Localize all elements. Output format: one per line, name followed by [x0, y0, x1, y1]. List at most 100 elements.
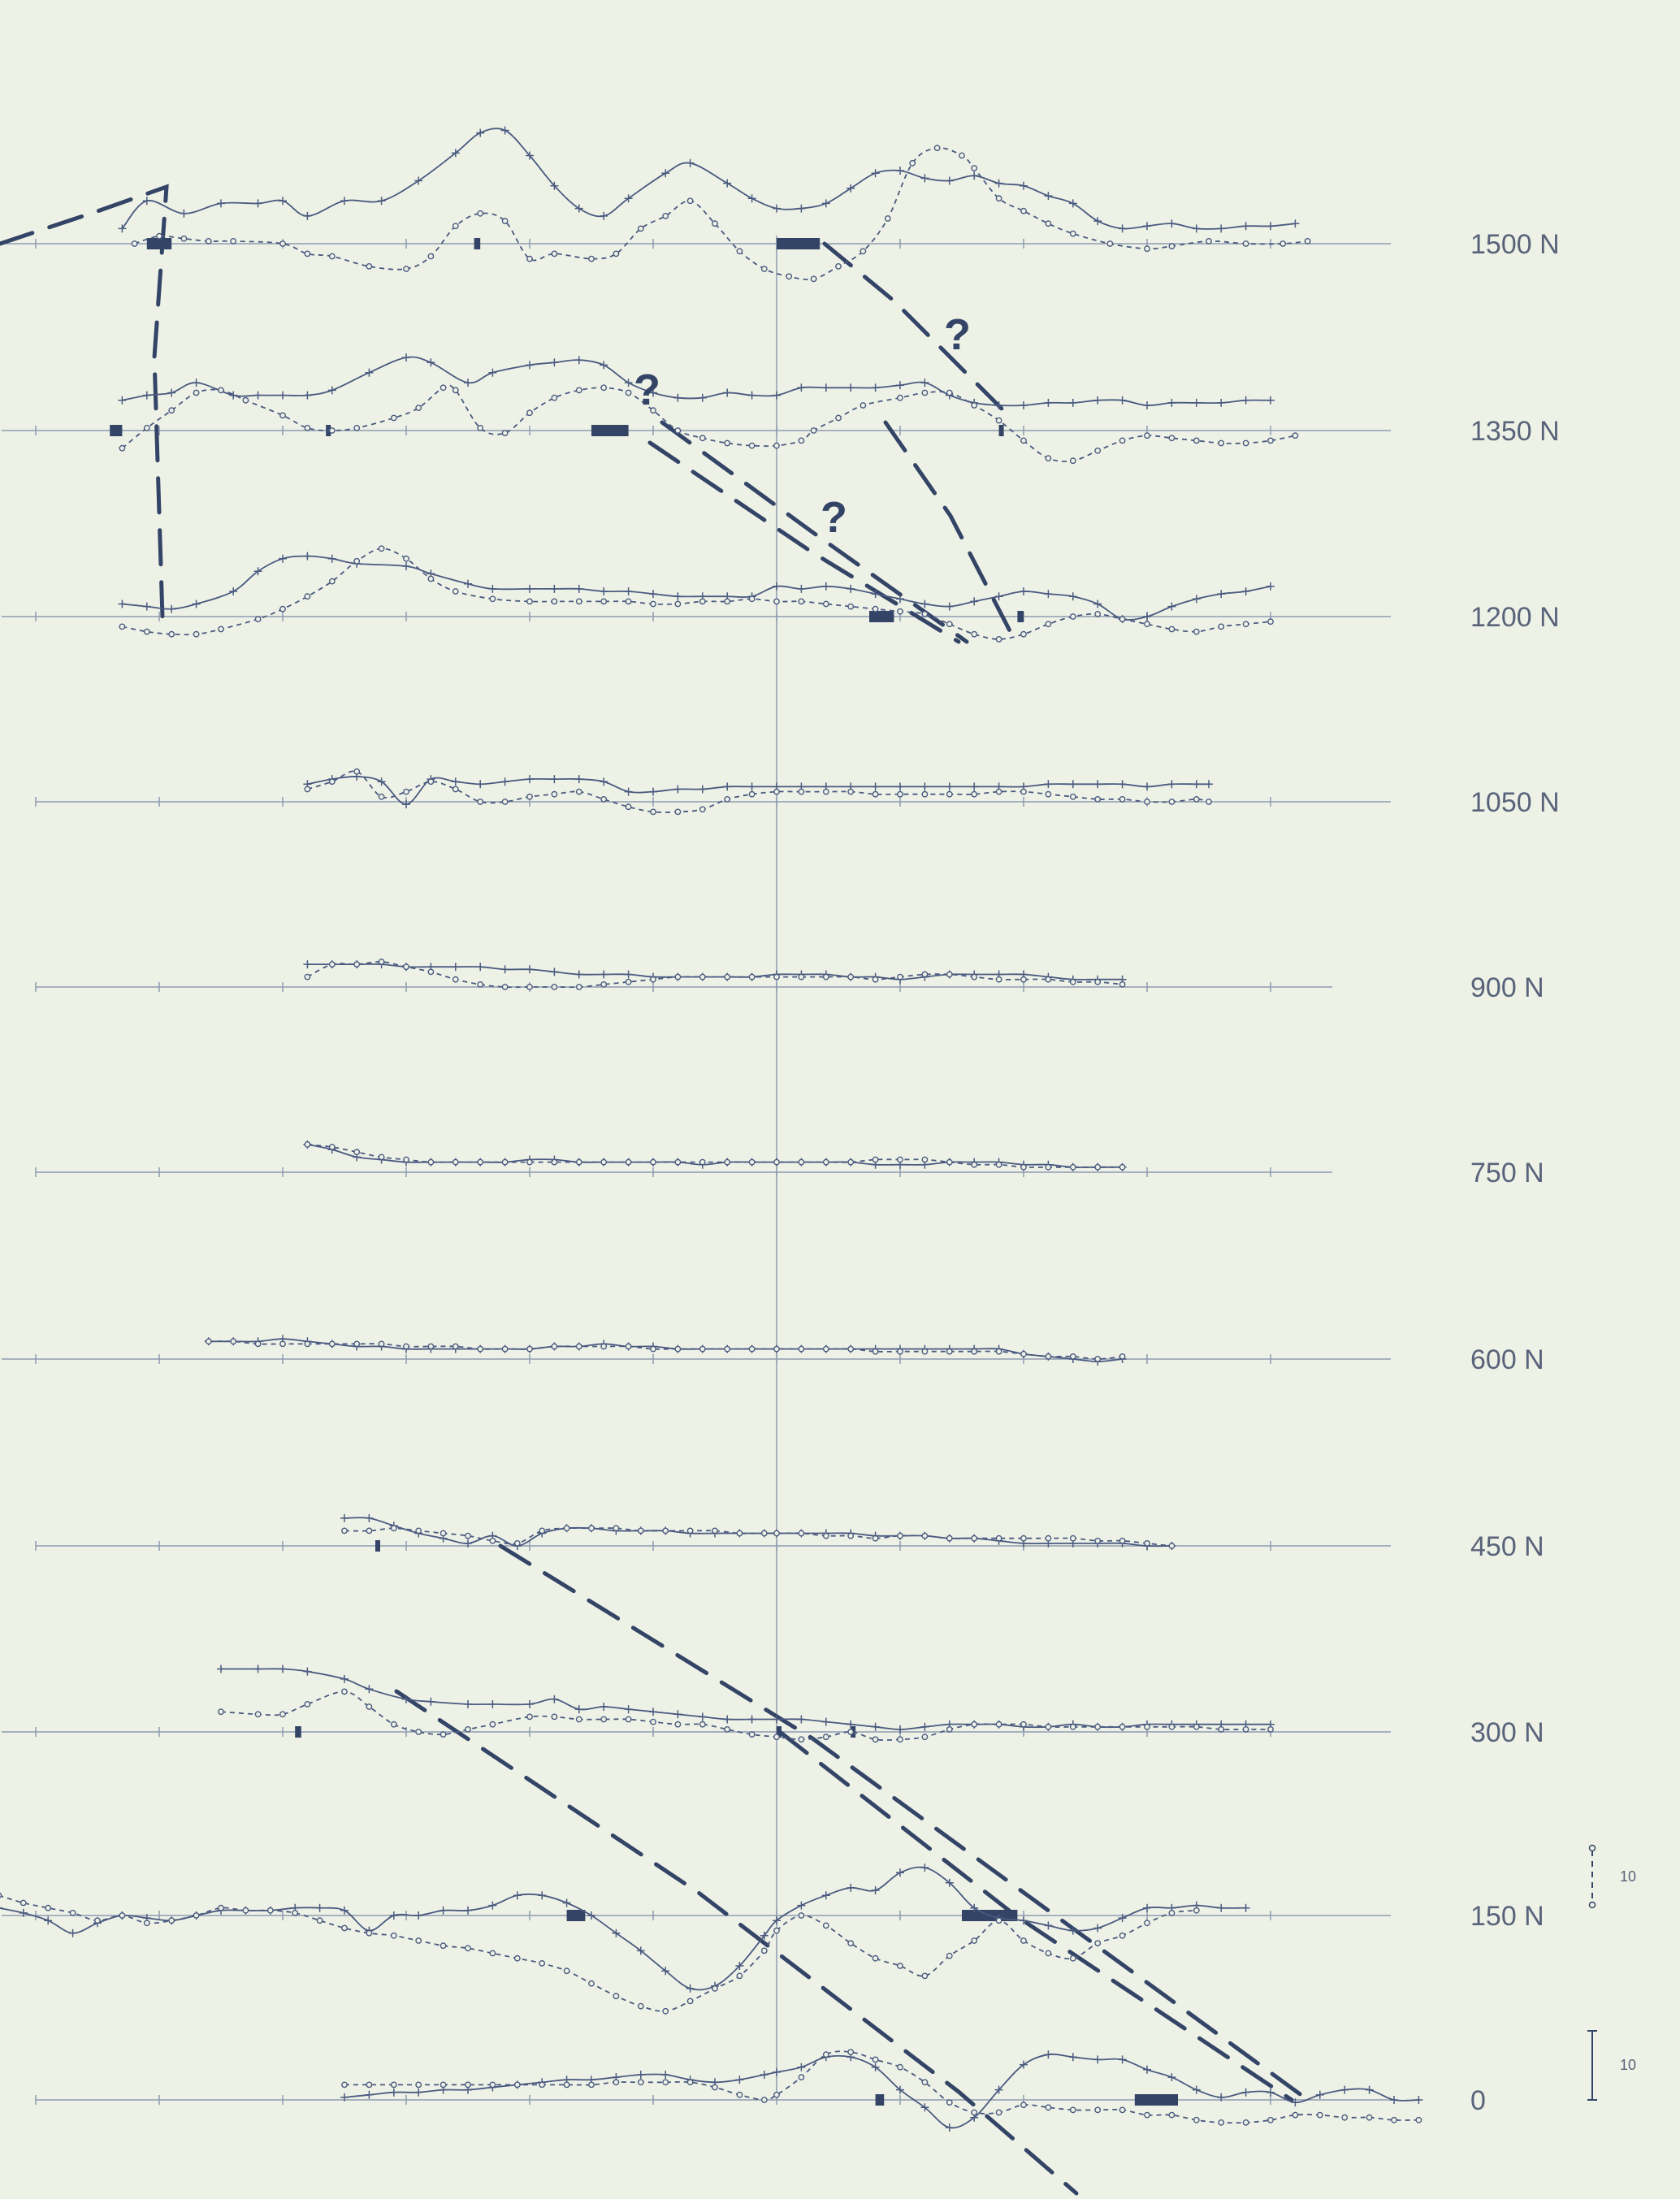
- circle-marker: [946, 1348, 953, 1355]
- cross-marker: [1068, 398, 1077, 407]
- cross-marker: [994, 401, 1003, 409]
- circle-marker: [995, 976, 1002, 983]
- circle-marker: [242, 1907, 249, 1914]
- circle-marker: [1119, 796, 1126, 803]
- circle-marker: [1193, 1723, 1200, 1730]
- circle-marker: [650, 1718, 656, 1725]
- cross-marker: [649, 388, 657, 397]
- circle-marker: [1045, 1353, 1052, 1360]
- circle-marker: [551, 1713, 558, 1721]
- cross-marker: [414, 2088, 423, 2097]
- cross-marker: [562, 1898, 571, 1907]
- circle-marker: [897, 608, 903, 615]
- cross-marker: [1118, 2055, 1127, 2064]
- circle-marker: [946, 971, 953, 978]
- circle-marker: [575, 1343, 582, 1350]
- circle-marker: [872, 790, 879, 798]
- circle-marker: [1045, 1163, 1052, 1171]
- cross-marker: [1068, 780, 1077, 789]
- circle-marker: [551, 1158, 558, 1166]
- cross-marker: [476, 128, 485, 137]
- circle-marker: [625, 803, 632, 811]
- circle-marker: [403, 1156, 409, 1163]
- circle-marker: [403, 788, 409, 795]
- circle-marker: [625, 1158, 632, 1166]
- line-label: 750 N: [1470, 1158, 1544, 1188]
- cross-marker: [550, 584, 559, 593]
- circle-marker: [798, 1345, 805, 1353]
- cross-marker: [945, 1878, 954, 1887]
- cross-marker: [994, 2085, 1003, 2094]
- cross-marker: [1192, 2085, 1201, 2094]
- cross-marker: [1315, 2090, 1324, 2099]
- circle-marker: [1415, 2116, 1422, 2123]
- cross-marker: [1266, 396, 1275, 405]
- circle-marker: [588, 2081, 595, 2089]
- cross-marker: [1143, 401, 1151, 409]
- circle-marker: [304, 786, 311, 793]
- circle-marker: [1119, 1537, 1126, 1544]
- circle-marker: [662, 2079, 669, 2086]
- circle-marker: [316, 1917, 323, 1924]
- cross-marker: [1241, 222, 1250, 231]
- circle-marker: [724, 796, 731, 803]
- cross-marker: [365, 368, 374, 377]
- circle-marker: [995, 1721, 1002, 1728]
- cross-marker: [464, 1539, 472, 1548]
- circle-marker: [773, 1734, 780, 1741]
- circle-marker: [847, 1729, 855, 1735]
- circle-marker: [94, 1917, 101, 1924]
- cross-marker: [624, 1705, 633, 1714]
- cross-marker: [1340, 2085, 1349, 2094]
- circle-marker: [341, 1688, 348, 1695]
- circle-marker: [1069, 230, 1076, 237]
- circle-marker: [19, 1899, 27, 1907]
- cross-marker: [649, 590, 657, 599]
- circle-marker: [946, 1725, 953, 1733]
- circle-marker: [760, 1947, 768, 1954]
- circle-marker: [205, 1338, 212, 1345]
- circle-marker: [1094, 796, 1102, 803]
- circle-marker: [501, 799, 509, 805]
- cross-marker: [970, 1903, 979, 1912]
- circle-marker: [859, 402, 867, 409]
- cross-marker: [118, 396, 127, 405]
- cross-marker: [402, 353, 410, 362]
- circle-marker: [933, 145, 941, 152]
- cross-marker: [945, 2123, 954, 2132]
- circle-marker: [563, 1967, 570, 1975]
- circle-marker: [1045, 1950, 1052, 1957]
- circle-marker: [366, 1703, 373, 1710]
- circle-marker: [1242, 2119, 1249, 2126]
- cross-marker: [327, 386, 336, 395]
- circle-marker: [748, 1731, 756, 1738]
- cross-marker: [167, 388, 176, 397]
- cross-marker: [773, 204, 781, 213]
- circle-marker: [921, 971, 929, 978]
- cross-marker: [846, 1883, 855, 1892]
- solid-scale-label: 10: [1620, 2057, 1636, 2073]
- circle-marker: [760, 266, 768, 272]
- circle-marker: [971, 1161, 978, 1168]
- dashed-profile-line: [307, 1144, 1123, 1168]
- circle-marker: [1094, 1163, 1102, 1171]
- cross-marker: [217, 199, 225, 208]
- circle-marker: [1267, 1725, 1274, 1733]
- circle-marker: [946, 1952, 953, 1959]
- cross-marker: [747, 194, 756, 203]
- circle-marker: [872, 2056, 879, 2063]
- circle-marker: [353, 557, 361, 565]
- circle-marker: [390, 1525, 397, 1532]
- circle-marker: [439, 384, 447, 392]
- circle-marker: [304, 1700, 311, 1708]
- cross-marker: [612, 1928, 621, 1937]
- circle-marker: [995, 1161, 1002, 1168]
- circle-marker: [1218, 2119, 1225, 2126]
- circle-marker: [353, 1149, 361, 1156]
- cross-marker: [994, 179, 1003, 188]
- circle-marker: [699, 1721, 706, 1728]
- circle-marker: [712, 1985, 718, 1992]
- circle-marker: [712, 2084, 718, 2091]
- dashed-scale-label: 10: [1620, 1868, 1636, 1885]
- circle-marker: [119, 1912, 126, 1919]
